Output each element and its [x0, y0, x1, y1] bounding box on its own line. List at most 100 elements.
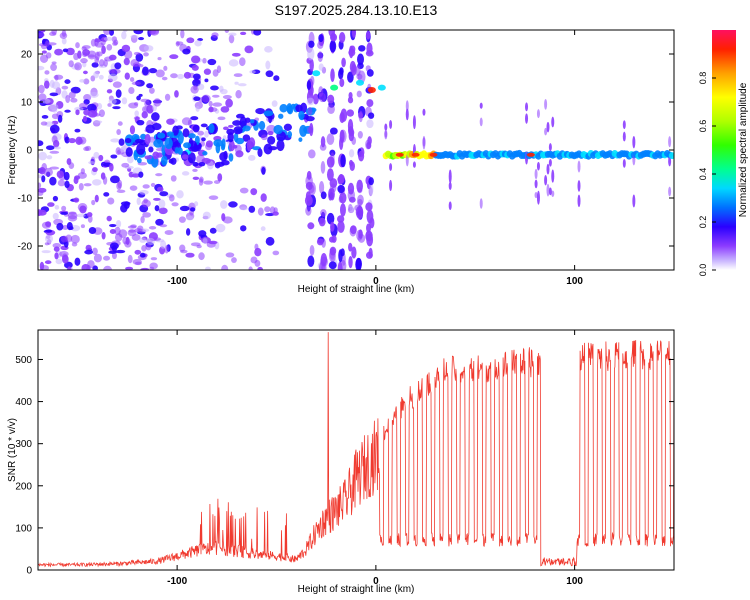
spectrogram-cell [159, 224, 168, 228]
spectrogram-cell [668, 152, 674, 160]
spectrogram-cell [348, 149, 355, 158]
spectrogram-cell [273, 207, 278, 214]
spectrogram-cell [41, 50, 47, 54]
spectrogram-cell [109, 223, 117, 228]
spectrogram-y-tick-label: 0 [26, 146, 32, 157]
spectrogram-cell [131, 173, 141, 178]
spectrogram-cell [106, 44, 113, 51]
spectrogram-cell [44, 70, 50, 75]
spectrogram-cell [193, 201, 199, 207]
spectrogram-cell [143, 52, 149, 57]
spectrogram-cell [49, 150, 60, 154]
spectrogram-cell [114, 62, 122, 70]
spectrogram-cell [339, 203, 346, 217]
spectrogram-cell [187, 133, 196, 139]
spectrogram-cell [429, 152, 438, 157]
spectrogram-cell [164, 230, 174, 235]
spectrogram-cell [66, 222, 73, 231]
spectrogram-cell [321, 264, 327, 270]
spectrogram-cell [338, 174, 344, 184]
spectrogram-cell [205, 140, 213, 148]
spectrogram-cell [44, 80, 50, 89]
spectrogram-cell [49, 176, 57, 186]
colorbar-tick-label: 0.6 [698, 120, 708, 133]
spectrogram-cell [51, 113, 60, 120]
spectrogram-cell [260, 193, 267, 202]
spectrogram-cell [546, 163, 550, 175]
spectrogram-cell [179, 205, 190, 212]
spectrogram-cell [121, 97, 128, 105]
spectrogram-cell [225, 252, 235, 258]
spectrogram-cell [117, 121, 123, 126]
spectrogram-cell [287, 130, 293, 138]
spectrogram-cell [87, 214, 93, 223]
spectrogram-cell [70, 234, 80, 244]
spectrogram-cell [248, 266, 253, 270]
spectrogram-cell [111, 36, 118, 43]
spectrogram-cell [202, 57, 207, 64]
spectrogram-cell [211, 32, 219, 38]
spectrogram-cell [92, 179, 102, 186]
spectrogram-cell [668, 136, 672, 148]
spectrogram-cell [98, 154, 104, 162]
spectrogram-cell [144, 155, 153, 160]
spectrogram-cell [191, 55, 201, 64]
spectrogram-cell [177, 73, 185, 80]
spectrogram-cell [318, 86, 324, 97]
spectrogram-cell [38, 32, 45, 38]
spectrogram-cell [115, 220, 122, 228]
spectrogram-cell [158, 207, 168, 215]
spectrogram-cell [192, 168, 198, 172]
spectrogram-cell [201, 157, 211, 164]
spectrogram-cell [80, 58, 88, 64]
spectrogram-cell [307, 47, 315, 61]
spectrogram-cell [479, 117, 483, 127]
spectrogram-cell [185, 228, 191, 236]
spectrogram-cell [75, 42, 80, 49]
spectrogram-cell [174, 147, 180, 154]
spectrogram-cell [47, 42, 57, 46]
spectrogram-cell [161, 76, 168, 81]
spectrogram-cell [149, 266, 155, 270]
spectrogram-cell [222, 216, 233, 224]
colorbar-tick-label: 0.8 [698, 72, 708, 85]
spectrogram-y-tick-label: -10 [18, 194, 33, 205]
spectrogram-cell [108, 98, 117, 105]
spectrogram-cell [157, 186, 164, 192]
spectrogram-cell [276, 139, 285, 152]
spectrogram-cell [109, 242, 119, 250]
spectrogram-cell [181, 117, 192, 126]
spectrogram-cell [160, 240, 167, 249]
spectrogram-cell [125, 147, 133, 157]
spectrogram-cell [148, 225, 157, 230]
spectrogram-cell [224, 30, 230, 34]
spectrogram-cell [305, 191, 311, 201]
spectrogram-cell [77, 172, 87, 179]
spectrogram-cell [622, 131, 626, 142]
spectrogram-cell [577, 160, 581, 173]
snr-y-axis-label: SNR (10 * v/v) [7, 418, 18, 482]
spectrogram-cell [109, 163, 114, 172]
spectrogram-cell [356, 179, 363, 193]
spectrogram-cell [286, 103, 293, 114]
spectrogram-cell [157, 132, 166, 139]
spectrogram-cell [231, 257, 237, 263]
spectrogram-cell [38, 140, 44, 147]
spectrogram-cell [208, 106, 214, 113]
spectrogram-cell [57, 179, 66, 187]
spectrogram-cell [208, 100, 213, 107]
spectrogram-cell [339, 78, 345, 88]
spectrogram-cell [151, 112, 160, 122]
spectrogram-cell [233, 73, 243, 78]
spectrogram-cell [181, 154, 189, 160]
colorbar-label: Normalized spectral amplitude [738, 82, 749, 217]
spectrogram-cell [351, 30, 357, 38]
spectrogram-cell [253, 30, 262, 36]
spectrogram-cell [144, 100, 151, 108]
spectrogram-cell [317, 51, 323, 63]
spectrogram-y-tick-label: 10 [21, 98, 33, 109]
spectrogram-cell [166, 131, 174, 137]
spectrogram-cell [215, 142, 221, 154]
spectrogram-cell [228, 59, 239, 67]
spectrogram-cell [577, 194, 581, 208]
